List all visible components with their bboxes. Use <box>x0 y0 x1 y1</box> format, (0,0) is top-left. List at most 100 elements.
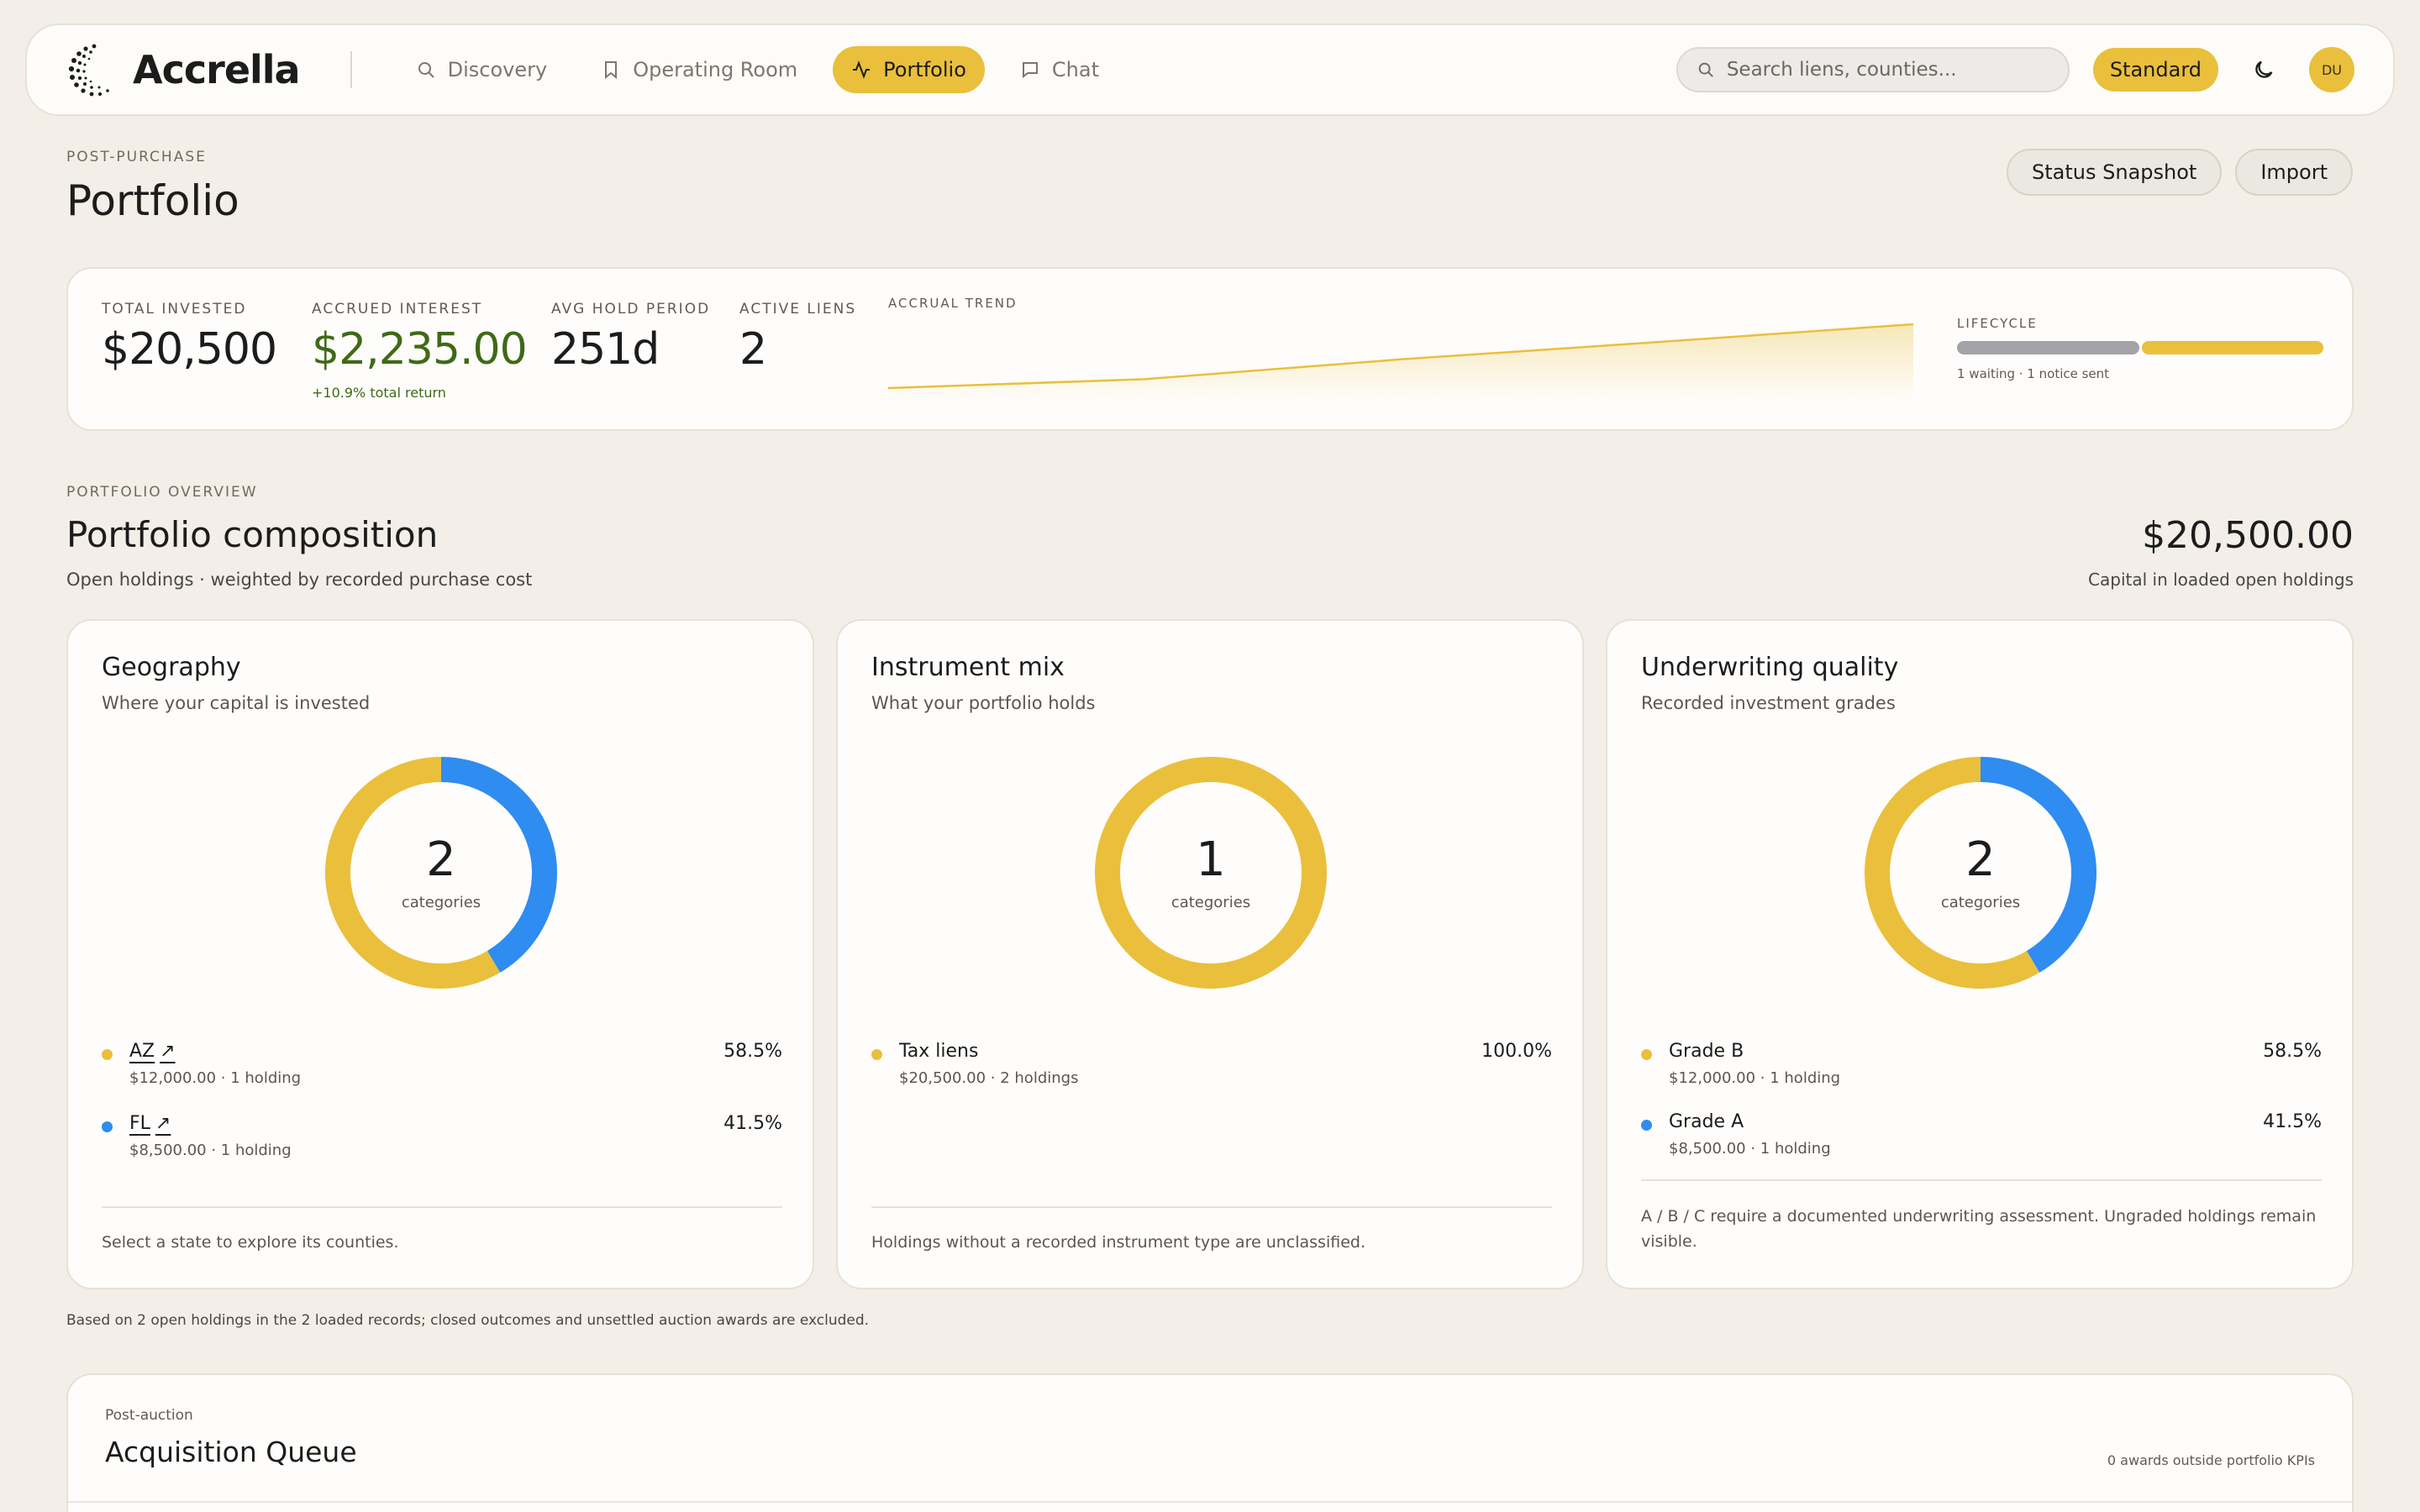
bookmark-icon <box>605 61 618 80</box>
kpi-value: $2,235.00 <box>312 324 528 375</box>
header-actions: Status Snapshot Import <box>2007 149 2353 196</box>
donut-caption: categories <box>1940 894 2021 911</box>
legend-percent: 58.5% <box>723 1041 782 1062</box>
legend-meta: $20,500.00 · 2 holdings <box>899 1069 1079 1087</box>
legend-label: Tax liens <box>899 1041 979 1062</box>
avatar[interactable]: DU <box>2309 47 2354 92</box>
legend-label: AZ <box>129 1041 155 1062</box>
brand-logo[interactable]: Accrella <box>66 41 301 98</box>
legend-dot <box>1641 1120 1652 1131</box>
theme-toggle[interactable] <box>2242 48 2286 92</box>
queue-eyebrow: Post-auction <box>105 1407 193 1424</box>
status-snapshot-button[interactable]: Status Snapshot <box>2007 149 2223 196</box>
trend-area <box>888 324 1913 402</box>
lifecycle: LIFECYCLE 1 waiting · 1 notice sent <box>1957 316 2323 381</box>
lifecycle-label: LIFECYCLE <box>1957 316 2038 331</box>
donut-caption: categories <box>1171 894 1251 911</box>
panel-title: Geography <box>102 653 241 682</box>
queue-title: Acquisition Queue <box>105 1436 357 1468</box>
donut-count: 1 <box>1196 832 1226 887</box>
kpi-label: ACTIVE LIENS <box>739 301 857 318</box>
logo-mark-icon <box>68 44 109 97</box>
search-icon <box>418 62 434 78</box>
kpi-accrued-interest: ACCRUED INTEREST $2,235.00 +10.9% total … <box>312 301 528 401</box>
search-icon <box>1698 62 1713 77</box>
overview-subtitle: Open holdings · weighted by recorded pur… <box>66 570 533 590</box>
plan-button[interactable]: Standard <box>2092 48 2218 92</box>
search-box[interactable] <box>1676 47 2070 92</box>
legend-meta: $12,000.00 · 1 holding <box>129 1069 302 1087</box>
moon-icon <box>2255 60 2273 78</box>
legend-percent: 41.5% <box>723 1113 782 1134</box>
search-input[interactable] <box>1726 59 2049 81</box>
donut-slice-grade-a <box>1980 757 2096 973</box>
overview-title: Portfolio composition <box>66 514 439 555</box>
lifecycle-segment <box>2141 341 2323 354</box>
kpi-value: 251d <box>551 324 660 375</box>
panel-footer: Select a state to explore its counties. <box>102 1233 399 1252</box>
kpi-value: 2 <box>739 324 767 375</box>
panel-divider <box>102 1206 782 1208</box>
legend-label: Grade A <box>1669 1111 1744 1132</box>
nav-operating-room[interactable]: Operating Room <box>582 46 816 93</box>
trend-label: ACCRUAL TREND <box>888 296 1018 311</box>
panel-title: Instrument mix <box>871 653 1065 682</box>
basis-note: Based on 2 open holdings in the 2 loaded… <box>66 1312 870 1329</box>
page-eyebrow: POST-PURCHASE <box>66 149 207 165</box>
overview-total: $20,500.00 <box>2142 514 2354 557</box>
legend-dot <box>102 1121 113 1132</box>
panel-subtitle: Recorded investment grades <box>1641 693 1896 713</box>
kpi-label: ACCRUED INTEREST <box>312 301 483 318</box>
activity-icon <box>853 60 871 79</box>
donut-slice-tax-liens <box>1095 757 1327 989</box>
kpi-total-invested: TOTAL INVESTED $20,500 <box>102 301 277 375</box>
accrual-trend-chart <box>888 323 1913 402</box>
kpi-return-note: +10.9% total return <box>312 385 446 401</box>
donut-center: 1 categories <box>1093 832 1328 911</box>
queue-note: 0 awards outside portfolio KPIs <box>2107 1452 2315 1468</box>
panel-divider <box>1641 1179 2322 1181</box>
panel-title: Underwriting quality <box>1641 653 1899 682</box>
nav-chat-label: Chat <box>1051 58 1099 81</box>
main-nav: Discovery Operating Room Portfolio Chat <box>397 46 1118 93</box>
donut-count: 2 <box>1965 832 1996 887</box>
donut-caption: categories <box>401 894 481 911</box>
nav-discovery-label: Discovery <box>447 58 548 81</box>
external-arrow-icon: ↗ <box>160 1041 176 1062</box>
legend-meta: $8,500.00 · 1 holding <box>129 1142 292 1159</box>
kpi-label: AVG HOLD PERIOD <box>551 301 711 318</box>
kpi-avg-hold: AVG HOLD PERIOD 251d <box>551 301 710 375</box>
lifecycle-bar <box>1957 341 2323 354</box>
legend-dot <box>871 1049 882 1060</box>
instrument-mix-panel: Instrument mix What your portfolio holds… <box>836 619 1584 1289</box>
panel-footer: Holdings without a recorded instrument t… <box>871 1233 1365 1252</box>
panel-subtitle: Where your capital is invested <box>102 693 371 713</box>
panel-subtitle: What your portfolio holds <box>871 693 1096 713</box>
brand-name: Accrella <box>133 47 301 92</box>
donut-center: 2 categories <box>324 832 559 911</box>
top-navigation: Accrella Discovery Operating Room Portfo… <box>25 24 2395 116</box>
underwriting-quality-donut <box>1865 757 2096 989</box>
acquisition-queue: Post-auction Acquisition Queue 0 awards … <box>66 1373 2354 1512</box>
panel-footer: A / B / C require a documented underwrit… <box>1641 1207 2317 1251</box>
legend-meta: $8,500.00 · 1 holding <box>1669 1140 1831 1158</box>
panel-divider <box>871 1206 1552 1208</box>
geography-panel: Geography Where your capital is invested… <box>66 619 814 1289</box>
underwriting-quality-panel: Underwriting quality Recorded investment… <box>1606 619 2354 1289</box>
legend-label: FL <box>129 1113 150 1134</box>
legend-dot <box>1641 1049 1652 1060</box>
nav-operating-room-label: Operating Room <box>633 58 798 81</box>
import-button[interactable]: Import <box>2235 149 2353 196</box>
overview-total-caption: Capital in loaded open holdings <box>2088 570 2354 590</box>
donut-count: 2 <box>426 832 456 887</box>
nav-portfolio[interactable]: Portfolio <box>833 46 985 93</box>
nav-discovery[interactable]: Discovery <box>397 46 566 93</box>
legend-label: Grade B <box>1669 1041 1744 1062</box>
state-link-az[interactable]: AZ ↗ <box>129 1041 176 1062</box>
donut-slice-fl <box>440 757 557 973</box>
donut-slice-grade-b <box>1865 757 2040 989</box>
nav-divider <box>350 51 352 88</box>
state-link-fl[interactable]: FL ↗ <box>129 1113 171 1134</box>
nav-chat[interactable]: Chat <box>1002 46 1118 93</box>
legend-meta: $12,000.00 · 1 holding <box>1669 1069 1841 1087</box>
